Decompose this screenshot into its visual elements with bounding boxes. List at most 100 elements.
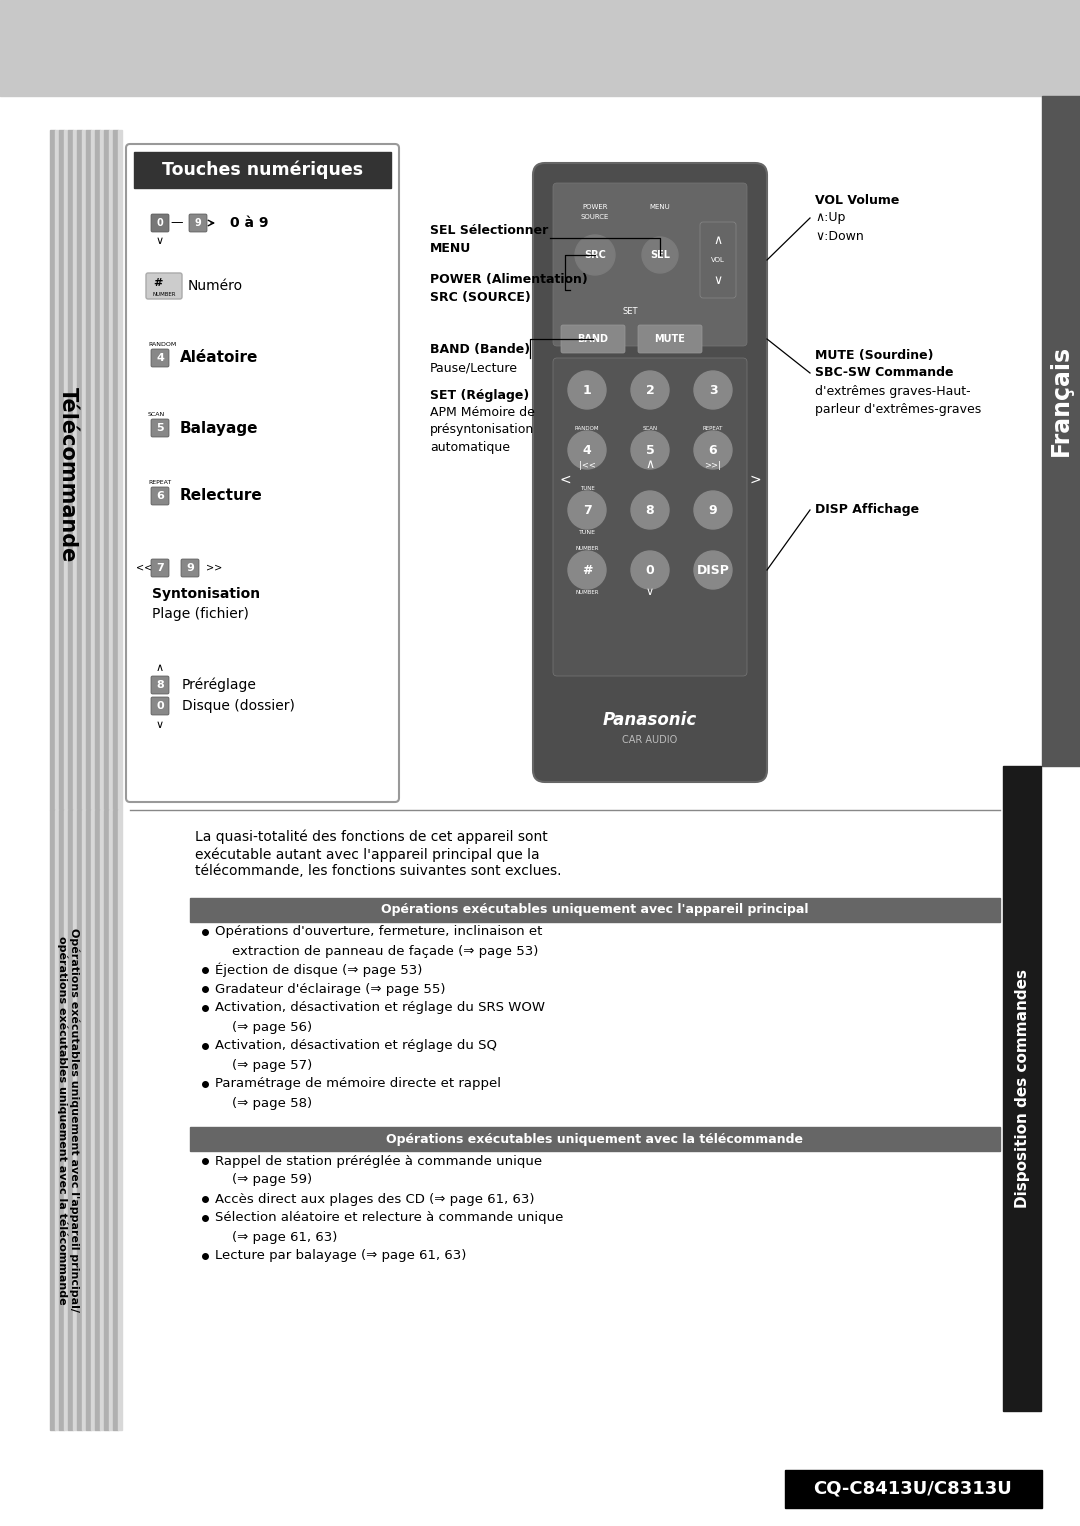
Text: REPEAT: REPEAT bbox=[148, 479, 172, 484]
Bar bbox=[113, 130, 118, 810]
Bar bbox=[54, 810, 59, 1430]
Bar bbox=[77, 810, 81, 1430]
FancyBboxPatch shape bbox=[151, 487, 168, 505]
Text: 5: 5 bbox=[157, 423, 164, 433]
Text: SEL: SEL bbox=[650, 250, 670, 259]
Text: (⇒ page 57): (⇒ page 57) bbox=[215, 1059, 312, 1071]
Text: Activation, désactivation et réglage du SQ: Activation, désactivation et réglage du … bbox=[215, 1039, 497, 1053]
Text: SBC-SW Commande: SBC-SW Commande bbox=[815, 366, 954, 380]
Text: <<: << bbox=[136, 563, 152, 572]
Text: parleur d'extrêmes-graves: parleur d'extrêmes-graves bbox=[815, 403, 982, 415]
Text: Opérations exécutables uniquement avec l'appareil principal: Opérations exécutables uniquement avec l… bbox=[381, 903, 809, 917]
Bar bbox=[113, 810, 118, 1430]
FancyBboxPatch shape bbox=[151, 420, 168, 436]
FancyBboxPatch shape bbox=[151, 349, 168, 366]
Text: 49: 49 bbox=[1013, 1480, 1040, 1499]
Text: Opérations exécutables uniquement avec l'appareil principal/
opérations exécutab: Opérations exécutables uniquement avec l… bbox=[56, 928, 79, 1312]
Text: 0: 0 bbox=[646, 563, 654, 577]
Text: Paramétrage de mémoire directe et rappel: Paramétrage de mémoire directe et rappel bbox=[215, 1077, 501, 1091]
Text: ∨: ∨ bbox=[714, 273, 723, 287]
Text: (⇒ page 59): (⇒ page 59) bbox=[215, 1173, 312, 1187]
Bar bbox=[785, 1470, 1042, 1508]
Bar bbox=[1042, 96, 1080, 766]
Bar bbox=[64, 810, 68, 1430]
FancyBboxPatch shape bbox=[700, 221, 735, 298]
FancyBboxPatch shape bbox=[638, 325, 702, 353]
Text: Aléatoire: Aléatoire bbox=[180, 351, 258, 366]
Text: <: < bbox=[559, 473, 571, 487]
Text: Numéro: Numéro bbox=[188, 279, 243, 293]
Circle shape bbox=[631, 371, 669, 409]
Bar bbox=[50, 130, 54, 810]
Text: ∧: ∧ bbox=[156, 662, 164, 673]
Text: Gradateur d'éclairage (⇒ page 55): Gradateur d'éclairage (⇒ page 55) bbox=[215, 983, 446, 995]
Circle shape bbox=[631, 430, 669, 468]
Text: NUMBER: NUMBER bbox=[576, 589, 598, 595]
FancyBboxPatch shape bbox=[181, 559, 199, 577]
Text: Disposition des commandes: Disposition des commandes bbox=[1014, 969, 1029, 1207]
Text: 8: 8 bbox=[157, 681, 164, 690]
Text: 0: 0 bbox=[157, 218, 163, 227]
FancyBboxPatch shape bbox=[151, 214, 168, 232]
Text: APM Mémoire de: APM Mémoire de bbox=[430, 406, 535, 420]
Bar bbox=[81, 810, 86, 1430]
Circle shape bbox=[694, 430, 732, 468]
Bar bbox=[68, 810, 72, 1430]
Circle shape bbox=[568, 430, 606, 468]
Text: RANDOM: RANDOM bbox=[575, 426, 599, 430]
Text: NUMBER: NUMBER bbox=[152, 293, 176, 298]
Bar bbox=[1003, 766, 1041, 1412]
Circle shape bbox=[568, 371, 606, 409]
Text: télécommande, les fonctions suivantes sont exclues.: télécommande, les fonctions suivantes so… bbox=[195, 864, 562, 877]
Bar bbox=[95, 130, 99, 810]
Text: 0: 0 bbox=[157, 700, 164, 711]
Text: Activation, désactivation et réglage du SRS WOW: Activation, désactivation et réglage du … bbox=[215, 1001, 545, 1015]
Circle shape bbox=[694, 371, 732, 409]
Text: NUMBER: NUMBER bbox=[576, 545, 598, 551]
Text: Opérations exécutables uniquement avec la télécommande: Opérations exécutables uniquement avec l… bbox=[387, 1132, 804, 1146]
FancyBboxPatch shape bbox=[151, 559, 168, 577]
Text: Syntonisation: Syntonisation bbox=[152, 588, 260, 601]
Text: 5: 5 bbox=[646, 444, 654, 456]
Text: 8: 8 bbox=[646, 504, 654, 516]
Bar bbox=[99, 810, 104, 1430]
Text: ∧: ∧ bbox=[714, 233, 723, 247]
Text: 9: 9 bbox=[194, 218, 201, 227]
Text: 9: 9 bbox=[186, 563, 194, 572]
Text: (⇒ page 61, 63): (⇒ page 61, 63) bbox=[215, 1230, 337, 1244]
FancyBboxPatch shape bbox=[151, 676, 168, 694]
Bar bbox=[86, 810, 91, 1430]
Text: SET: SET bbox=[622, 308, 638, 316]
Text: 6: 6 bbox=[157, 491, 164, 501]
Text: POWER (Alimentation): POWER (Alimentation) bbox=[430, 273, 588, 287]
Text: Télécommande: Télécommande bbox=[58, 388, 78, 563]
Bar bbox=[104, 810, 108, 1430]
Text: (⇒ page 58): (⇒ page 58) bbox=[215, 1097, 312, 1109]
Text: 1: 1 bbox=[582, 383, 592, 397]
Bar bbox=[0, 0, 1080, 96]
Circle shape bbox=[631, 551, 669, 589]
Text: Plage (fichier): Plage (fichier) bbox=[152, 607, 248, 621]
Text: >>: >> bbox=[206, 563, 222, 572]
Text: VOL Volume: VOL Volume bbox=[815, 194, 900, 206]
Text: SRC: SRC bbox=[584, 250, 606, 259]
Bar bbox=[91, 810, 95, 1430]
Text: 6: 6 bbox=[708, 444, 717, 456]
Bar bbox=[50, 810, 54, 1430]
Text: Français: Français bbox=[1049, 345, 1074, 456]
Text: Disque (dossier): Disque (dossier) bbox=[183, 699, 295, 713]
Text: SCAN: SCAN bbox=[148, 412, 165, 417]
Bar bbox=[95, 810, 99, 1430]
Bar bbox=[86, 130, 91, 810]
Text: CQ-C8413U/C8313U: CQ-C8413U/C8313U bbox=[813, 1480, 1012, 1499]
Text: REPEAT: REPEAT bbox=[703, 426, 724, 430]
Text: >: > bbox=[750, 473, 760, 487]
Text: BAND: BAND bbox=[578, 334, 608, 343]
FancyBboxPatch shape bbox=[561, 325, 625, 353]
Text: DISP Affichage: DISP Affichage bbox=[815, 504, 919, 516]
Text: MENU: MENU bbox=[430, 241, 471, 255]
Circle shape bbox=[631, 491, 669, 530]
Circle shape bbox=[568, 551, 606, 589]
FancyBboxPatch shape bbox=[146, 273, 183, 299]
Bar bbox=[91, 130, 95, 810]
